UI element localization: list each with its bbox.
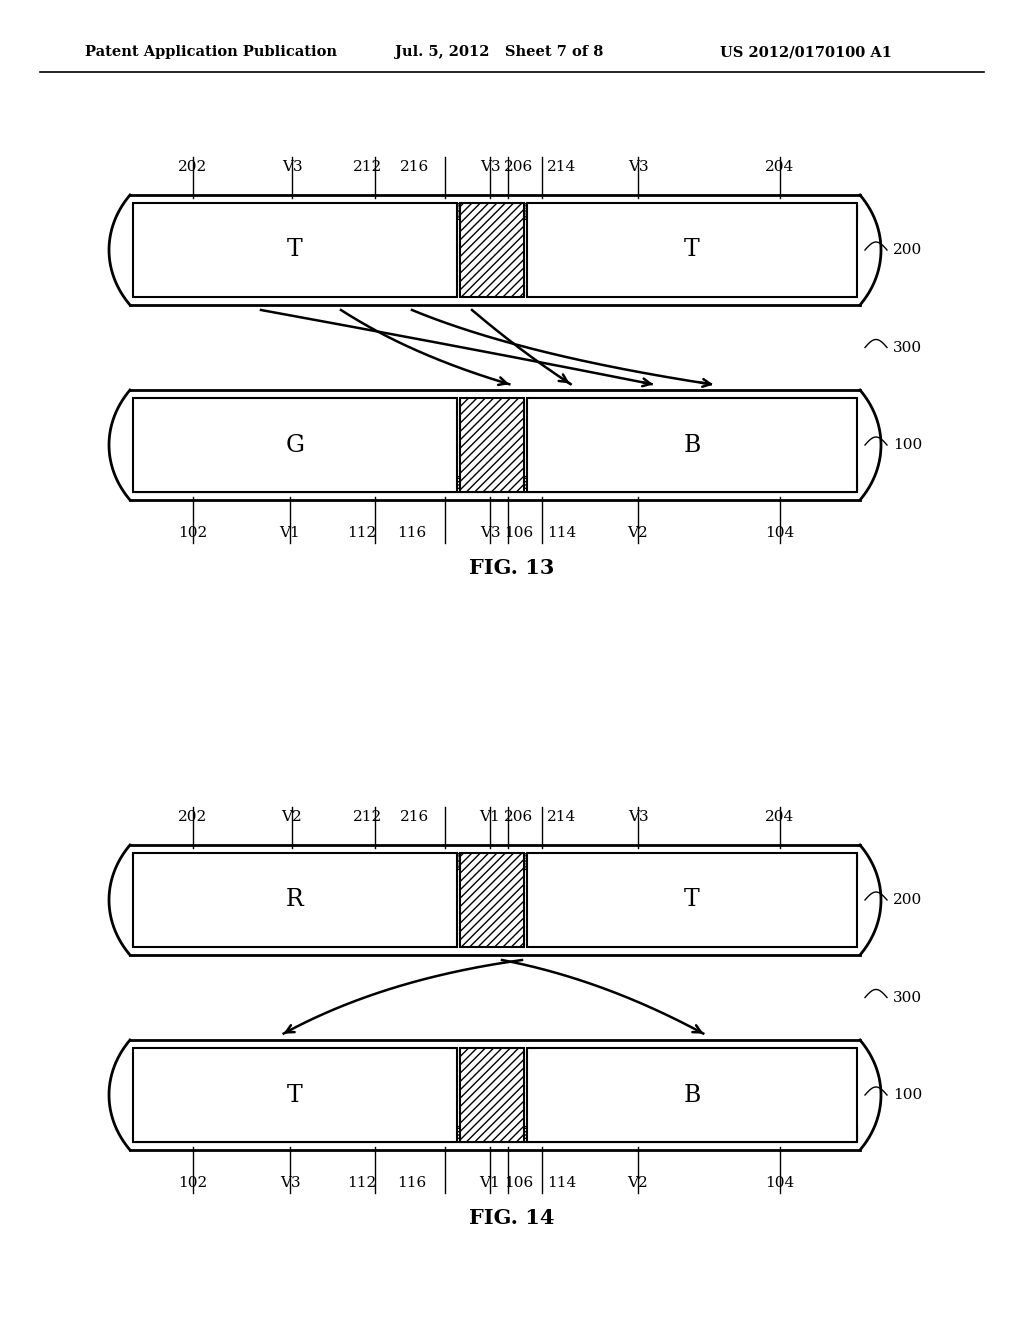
Text: 214: 214 [548, 160, 577, 174]
Bar [133, 1126, 857, 1142]
Text: 206: 206 [505, 160, 534, 174]
Bar [133, 853, 857, 869]
Text: 116: 116 [397, 525, 427, 540]
Text: 116: 116 [397, 1176, 427, 1191]
Bar [460, 203, 524, 297]
Text: V1: V1 [479, 810, 501, 824]
Text: B: B [683, 433, 700, 457]
Text: B: B [683, 1084, 700, 1106]
Text: 114: 114 [548, 1176, 577, 1191]
Text: V3: V3 [628, 160, 648, 174]
Text: V3: V3 [479, 525, 501, 540]
Text: Patent Application Publication: Patent Application Publication [85, 45, 337, 59]
Text: V1: V1 [280, 525, 300, 540]
Text: 102: 102 [178, 525, 208, 540]
Text: V2: V2 [628, 1176, 648, 1191]
Text: 114: 114 [548, 525, 577, 540]
Text: T: T [684, 888, 699, 912]
Text: V3: V3 [282, 160, 302, 174]
Text: 216: 216 [400, 810, 430, 824]
Text: 300: 300 [893, 990, 923, 1005]
Text: 106: 106 [505, 1176, 534, 1191]
Text: T: T [287, 1084, 303, 1106]
Text: 300: 300 [893, 341, 923, 355]
Text: V3: V3 [280, 1176, 300, 1191]
Text: 106: 106 [505, 525, 534, 540]
Text: 206: 206 [505, 810, 534, 824]
Text: 200: 200 [893, 243, 923, 257]
Text: 104: 104 [765, 525, 795, 540]
Text: FIG. 14: FIG. 14 [469, 1208, 555, 1228]
Text: 216: 216 [400, 160, 430, 174]
Text: 104: 104 [765, 1176, 795, 1191]
Text: 100: 100 [893, 1088, 923, 1102]
Text: T: T [684, 239, 699, 261]
Text: US 2012/0170100 A1: US 2012/0170100 A1 [720, 45, 892, 59]
Text: 100: 100 [893, 438, 923, 451]
Text: 112: 112 [347, 1176, 377, 1191]
Bar [527, 399, 857, 492]
Text: R: R [286, 888, 304, 912]
Text: 200: 200 [893, 894, 923, 907]
Bar [460, 1048, 524, 1142]
Bar [133, 203, 857, 219]
Bar [133, 399, 457, 492]
Text: 212: 212 [353, 160, 383, 174]
Bar [460, 399, 524, 492]
Bar [460, 853, 524, 946]
Text: 204: 204 [765, 160, 795, 174]
Bar [133, 1048, 457, 1142]
Text: V1: V1 [479, 1176, 501, 1191]
Bar [527, 203, 857, 297]
Bar [133, 203, 457, 297]
Text: V3: V3 [479, 160, 501, 174]
Text: 112: 112 [347, 525, 377, 540]
Bar [527, 853, 857, 946]
Bar [133, 477, 857, 492]
Text: V3: V3 [628, 810, 648, 824]
Text: T: T [287, 239, 303, 261]
Bar [527, 1048, 857, 1142]
Text: 202: 202 [178, 810, 208, 824]
Text: Jul. 5, 2012   Sheet 7 of 8: Jul. 5, 2012 Sheet 7 of 8 [395, 45, 603, 59]
Polygon shape [109, 845, 881, 954]
Bar [133, 853, 457, 946]
Polygon shape [109, 389, 881, 500]
Polygon shape [109, 1040, 881, 1150]
Text: 102: 102 [178, 1176, 208, 1191]
Text: V2: V2 [282, 810, 302, 824]
Text: 202: 202 [178, 160, 208, 174]
Text: 204: 204 [765, 810, 795, 824]
Text: V2: V2 [628, 525, 648, 540]
Text: FIG. 13: FIG. 13 [469, 558, 555, 578]
Polygon shape [109, 195, 881, 305]
Text: G: G [286, 433, 304, 457]
Text: 212: 212 [353, 810, 383, 824]
Text: 214: 214 [548, 810, 577, 824]
